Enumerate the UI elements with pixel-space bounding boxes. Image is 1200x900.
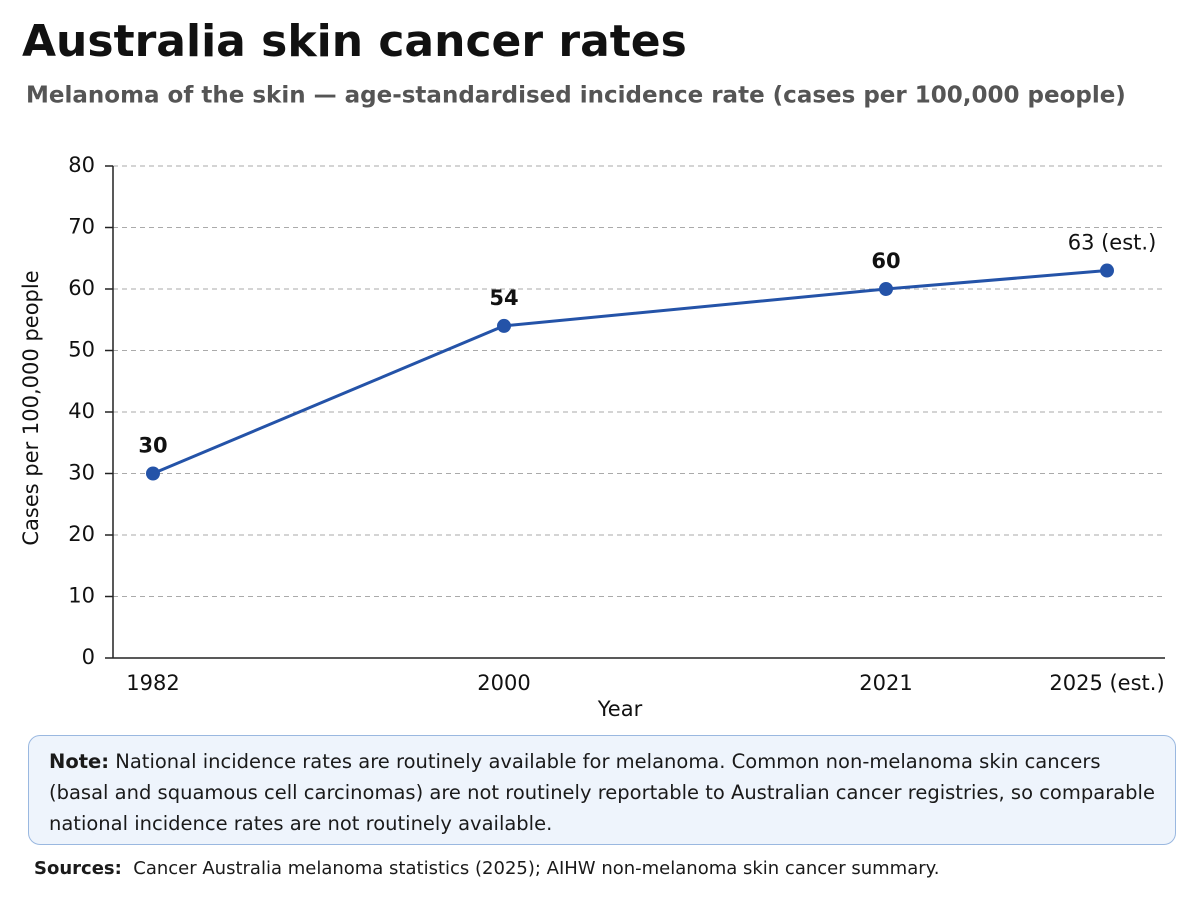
x-axis-title: Year	[597, 697, 643, 721]
y-tick-label: 0	[82, 645, 95, 669]
sources: Sources: Cancer Australia melanoma stati…	[34, 858, 939, 879]
y-axis-title: Cases per 100,000 people	[19, 270, 43, 545]
y-tick-label: 50	[68, 338, 95, 362]
data-label: 54	[489, 286, 518, 310]
chart-subtitle: Melanoma of the skin — age-standardised …	[26, 83, 1126, 109]
data-label: 63 (est.)	[1068, 231, 1157, 255]
x-tick-label: 1982	[126, 671, 179, 695]
line	[152, 269, 1108, 475]
y-tick-label: 10	[68, 584, 95, 608]
sources-text: Cancer Australia melanoma statistics (20…	[133, 858, 940, 879]
point	[146, 466, 160, 481]
point	[1100, 263, 1114, 278]
y-tick-label: 70	[68, 215, 95, 239]
point	[879, 282, 893, 296]
note-label: Note:	[49, 750, 110, 773]
point	[497, 318, 511, 333]
x-tick-label: 2000	[477, 671, 530, 695]
chart-title: Australia skin cancer rates	[22, 16, 687, 67]
x-tick-label: 2025 (est.)	[1049, 671, 1164, 695]
y-tick-label: 60	[68, 276, 95, 300]
data-label: 60	[871, 249, 900, 273]
note-box: Note: National incidence rates are routi…	[28, 735, 1176, 845]
note-text: National incidence rates are routinely a…	[49, 750, 1155, 835]
x-tick-label: 2021	[859, 671, 912, 695]
chart: Australia skin cancer rates Melanoma of …	[19, 16, 1165, 721]
y-tick-label: 80	[68, 153, 95, 177]
y-tick-label: 30	[68, 461, 95, 485]
data-label: 30	[138, 434, 167, 458]
sources-label: Sources:	[34, 858, 122, 879]
y-tick-label: 40	[68, 399, 95, 423]
y-tick-label: 20	[68, 522, 95, 546]
